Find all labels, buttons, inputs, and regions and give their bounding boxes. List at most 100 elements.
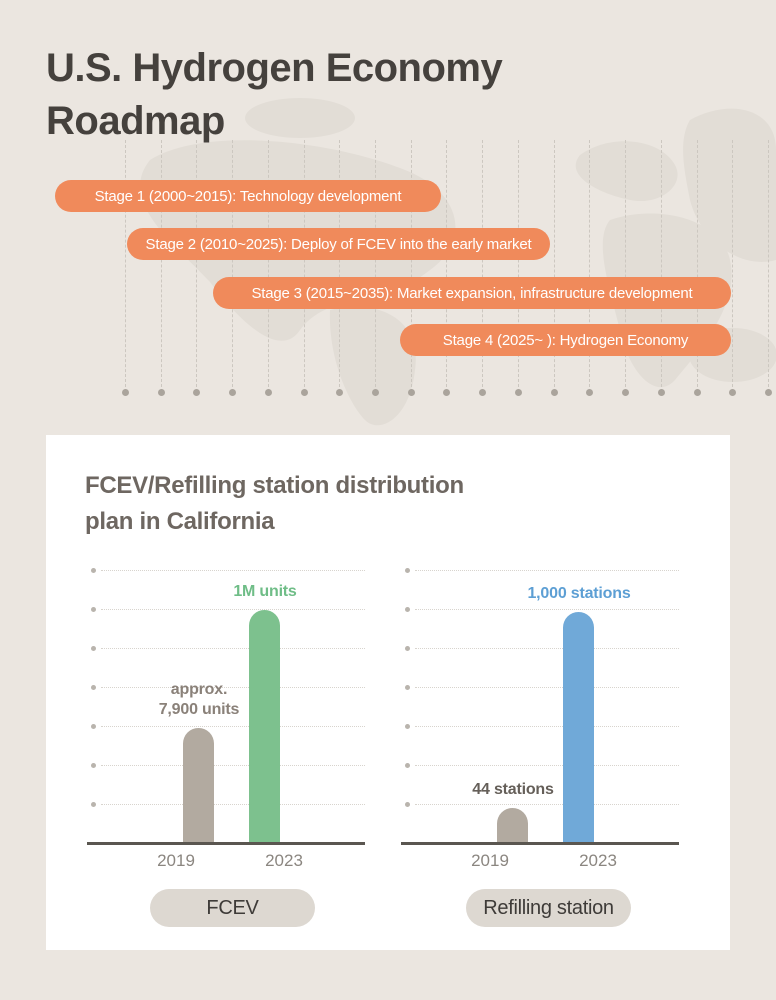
timeline-line xyxy=(446,140,448,392)
x-axis xyxy=(87,842,365,845)
page-title: U.S. Hydrogen Economy Roadmap xyxy=(46,46,503,143)
gridline xyxy=(101,726,365,727)
gridline xyxy=(415,804,679,805)
chart-card xyxy=(46,435,730,950)
timeline-line xyxy=(267,140,269,392)
timeline-line xyxy=(589,140,591,392)
refilling-station-legend-pill: Refilling station xyxy=(466,889,631,927)
timeline-line xyxy=(196,140,198,392)
gridline xyxy=(101,609,365,610)
gridline-dot xyxy=(91,607,96,612)
chart-card-title: FCEV/Refilling station distribution plan… xyxy=(85,472,464,535)
timeline-dot xyxy=(443,389,451,396)
gridline xyxy=(415,609,679,610)
timeline-dot xyxy=(550,389,558,396)
timeline-dot xyxy=(193,389,201,396)
gridline-dot xyxy=(405,685,410,690)
timeline-dot xyxy=(407,389,415,396)
gridline-dot xyxy=(91,685,96,690)
timeline-dot xyxy=(693,389,701,396)
stage-banner-1: Stage 1 (2000~2015): Technology developm… xyxy=(55,180,441,212)
gridline xyxy=(101,765,365,766)
timeline-line xyxy=(553,140,555,392)
gridline xyxy=(101,570,365,571)
gridline-dot xyxy=(91,568,96,573)
timeline-line xyxy=(303,140,305,392)
gridline xyxy=(101,687,365,688)
timeline-line xyxy=(625,140,627,392)
timeline-dot xyxy=(122,389,129,396)
timeline-dot xyxy=(657,389,665,396)
timeline-line xyxy=(232,140,234,392)
timeline-line xyxy=(410,140,412,392)
timeline-dot xyxy=(336,389,344,396)
fcev-chart: approx. 7,900 units 1M units 2019 2023 xyxy=(87,560,365,872)
gridline xyxy=(101,648,365,649)
chart-gridlines xyxy=(401,560,679,872)
legend-label: Refilling station xyxy=(483,896,614,919)
fcev-bar-2023 xyxy=(249,610,280,842)
timeline-dot xyxy=(514,389,522,396)
gridline-dot xyxy=(91,646,96,651)
timeline-dot xyxy=(622,389,630,396)
x-tick-label: 2023 xyxy=(265,851,303,870)
station-bar-2023 xyxy=(563,612,594,842)
station-bar-2019 xyxy=(497,808,528,842)
gridline-dot xyxy=(91,802,96,807)
x-tick-label: 2019 xyxy=(471,851,509,870)
stage-banner-label: Stage 4 (2025~ ): Hydrogen Economy xyxy=(442,331,689,349)
gridline-dot xyxy=(91,724,96,729)
stage-banner-4: Stage 4 (2025~ ): Hydrogen Economy xyxy=(400,324,731,356)
fcev-bar-2019 xyxy=(183,728,214,842)
legend-label: FCEV xyxy=(206,896,259,919)
gridline-dot xyxy=(405,568,410,573)
gridline-dot xyxy=(405,646,410,651)
timeline-dot xyxy=(586,389,594,396)
timeline-line xyxy=(517,140,519,392)
timeline-dot xyxy=(157,389,165,396)
bar-value-label: 1,000 stations xyxy=(527,585,631,602)
timeline-line xyxy=(696,140,698,392)
x-axis xyxy=(401,842,679,845)
stage-banner-3: Stage 3 (2015~2035): Market expansion, i… xyxy=(213,277,731,309)
stage-banner-label: Stage 3 (2015~2035): Market expansion, i… xyxy=(251,284,693,302)
gridline xyxy=(415,765,679,766)
x-tick-label: 2023 xyxy=(579,851,617,870)
gridline-dot xyxy=(91,763,96,768)
timeline-line xyxy=(732,140,734,392)
chart-gridlines xyxy=(87,560,365,872)
gridline xyxy=(415,648,679,649)
timeline-dot xyxy=(372,389,380,396)
gridline xyxy=(101,804,365,805)
timeline-dot xyxy=(729,389,737,396)
timeline-dot xyxy=(764,389,772,396)
bar-value-label: approx. 7,900 units xyxy=(158,681,240,718)
fcev-legend-pill: FCEV xyxy=(150,889,315,927)
stage-banner-label: Stage 2 (2010~2025): Deploy of FCEV into… xyxy=(145,235,532,253)
gridline xyxy=(415,687,679,688)
bar-value-label: 44 stations xyxy=(472,781,554,798)
gridline xyxy=(415,726,679,727)
gridline-dot xyxy=(405,802,410,807)
timeline-dot xyxy=(229,389,237,396)
refilling-station-chart: 44 stations 1,000 stations 2019 2023 xyxy=(401,560,679,872)
timeline-line xyxy=(660,140,662,392)
bar-value-label: 1M units xyxy=(233,583,297,600)
x-tick-label: 2019 xyxy=(157,851,195,870)
timeline-line xyxy=(125,140,126,392)
gridline-dot xyxy=(405,607,410,612)
stage-banner-label: Stage 1 (2000~2015): Technology developm… xyxy=(94,187,402,205)
timeline-line xyxy=(160,140,162,392)
stage-banner-2: Stage 2 (2010~2025): Deploy of FCEV into… xyxy=(127,228,550,260)
timeline-dot xyxy=(300,389,308,396)
timeline-dot xyxy=(264,389,272,396)
gridline-dot xyxy=(405,763,410,768)
timeline-line xyxy=(767,140,769,392)
timeline-line xyxy=(482,140,484,392)
gridline-dot xyxy=(405,724,410,729)
gridline xyxy=(415,570,679,571)
timeline-line xyxy=(375,140,377,392)
timeline-line xyxy=(339,140,341,392)
timeline-dot xyxy=(479,389,487,396)
